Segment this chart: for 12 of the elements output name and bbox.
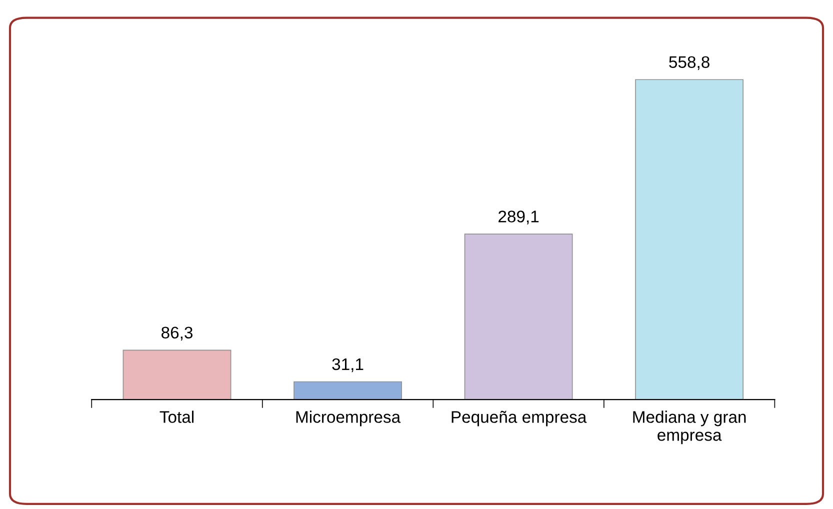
bar	[635, 79, 744, 400]
x-tick-label: Microempresa	[296, 410, 401, 426]
bar	[294, 381, 402, 400]
x-tick-label: Pequeña empresa	[452, 410, 587, 426]
data-label: 86,3	[162, 326, 192, 340]
x-tick-label: Total	[160, 410, 194, 423]
data-label: 289,1	[498, 210, 539, 224]
data-label: 558,8	[669, 56, 710, 70]
bar	[122, 350, 232, 400]
data-label: 31,1	[332, 358, 364, 372]
bar	[464, 234, 573, 400]
x-tick-label: Mediana y gran empresa	[633, 410, 746, 444]
